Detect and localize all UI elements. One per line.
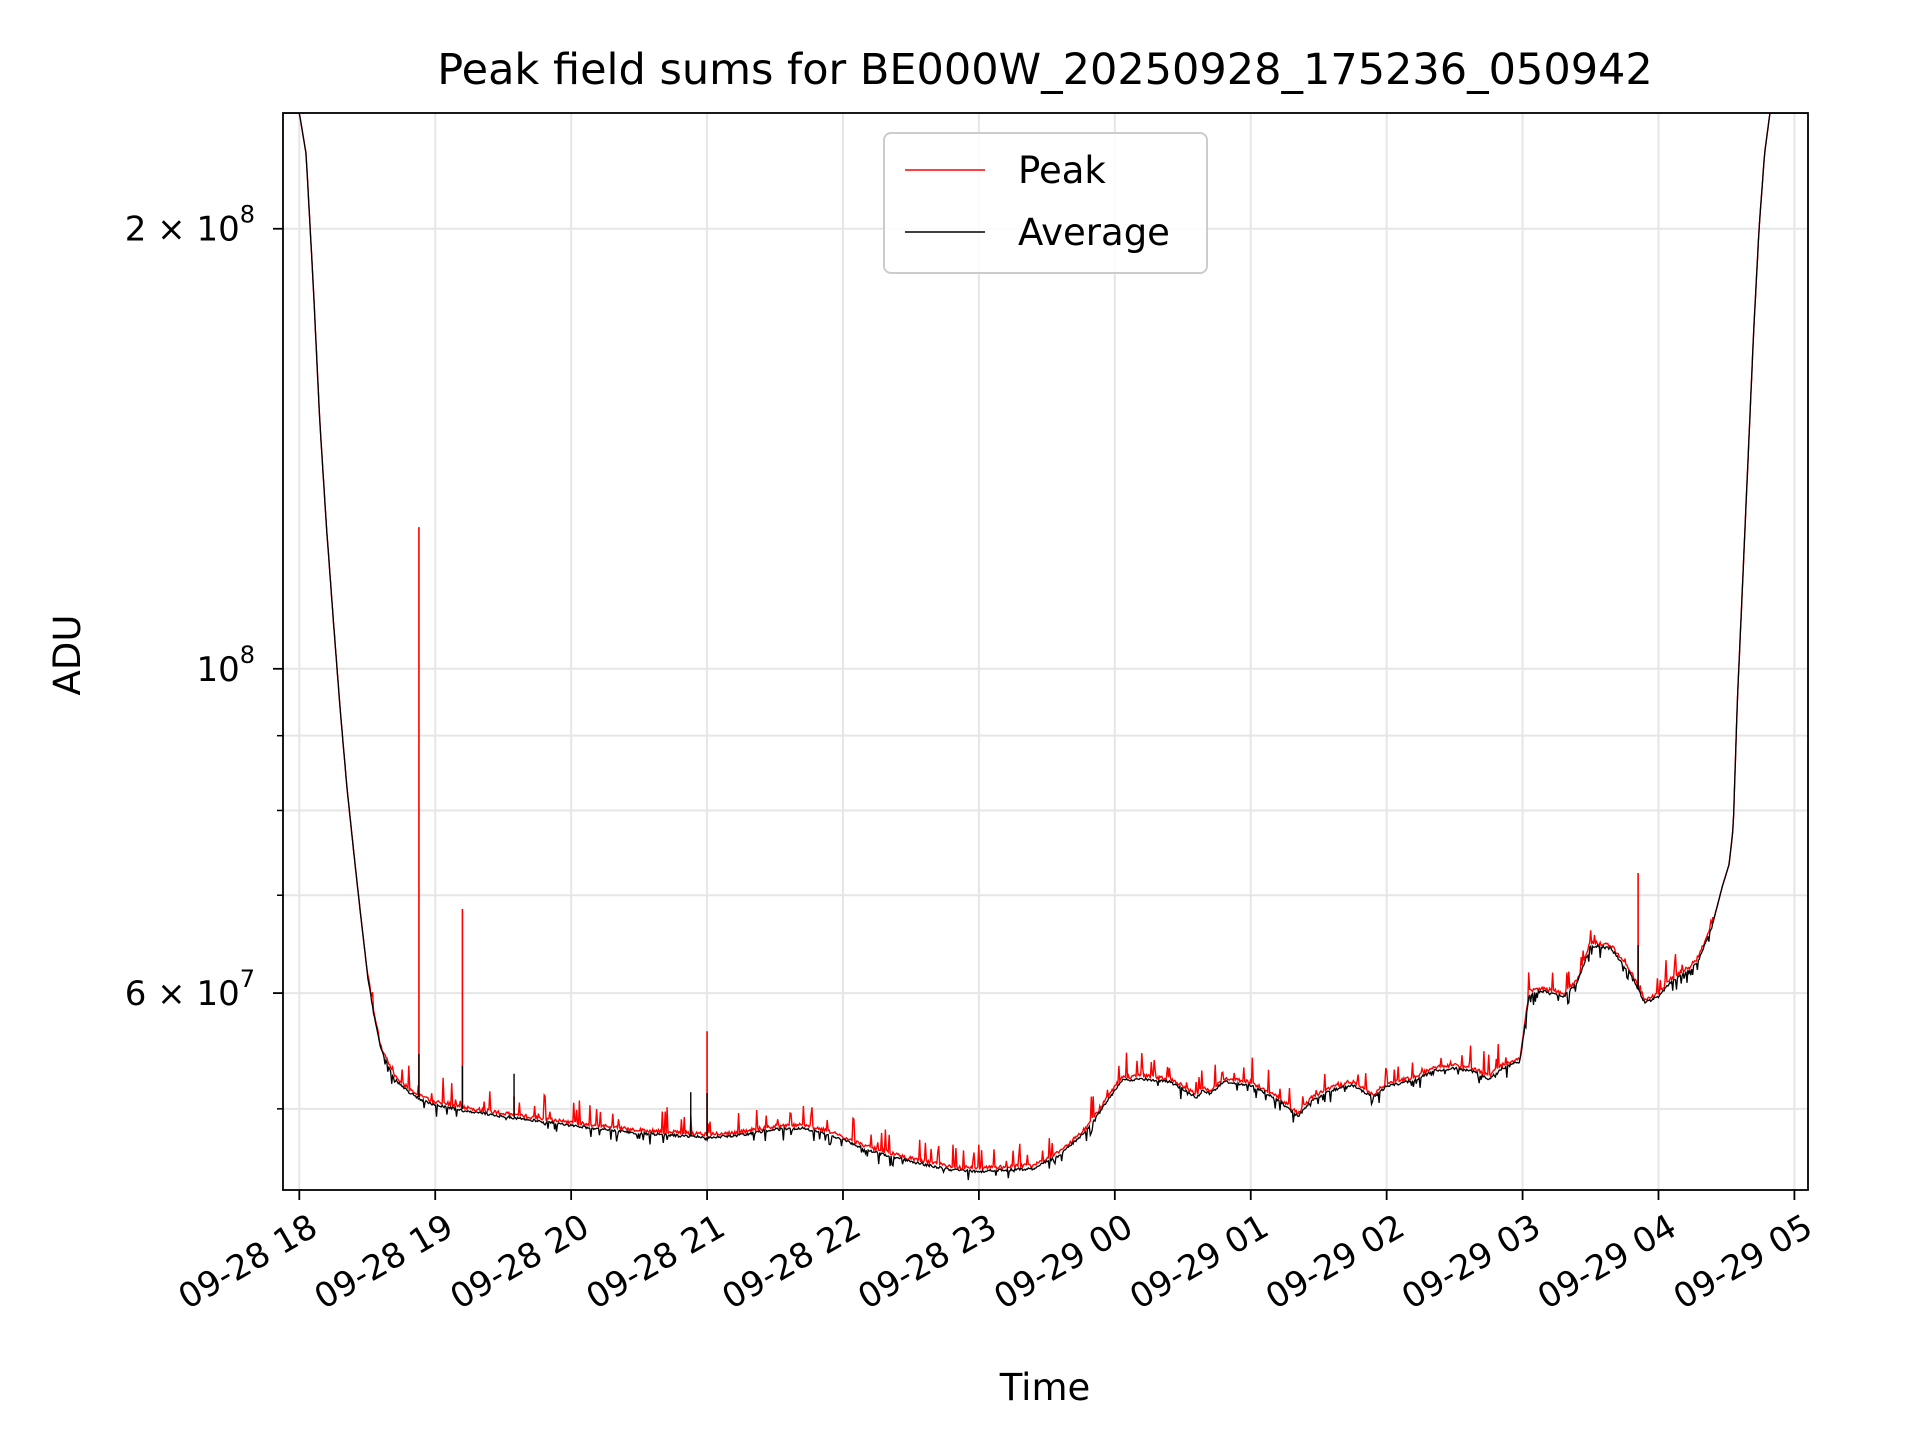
legend-average-label: Average <box>1018 211 1170 254</box>
y-tick-label: 6 × 107 <box>125 965 255 1014</box>
x-tick-label: 09-29 04 <box>1531 1207 1683 1318</box>
x-tick-label: 09-29 05 <box>1667 1207 1819 1318</box>
x-tick-label: 09-29 01 <box>1123 1207 1275 1318</box>
axes-frame <box>282 112 1809 1191</box>
average-series-line <box>283 113 1808 1181</box>
x-tick-label: 09-28 21 <box>580 1207 732 1318</box>
chart-title: Peak field sums for BE000W_20250928_1752… <box>437 45 1653 95</box>
series-layer <box>283 113 1808 1181</box>
x-tick-label: 09-29 00 <box>987 1207 1139 1318</box>
legend-peak-label: Peak <box>1018 149 1106 192</box>
y-tick-label: 108 <box>196 641 255 690</box>
grid-lines <box>283 113 1808 1190</box>
x-tick-label: 09-29 02 <box>1259 1207 1411 1318</box>
x-axis-label: Time <box>999 1366 1091 1409</box>
x-tick-label: 09-28 19 <box>308 1207 460 1318</box>
x-tick-label: 09-28 23 <box>851 1207 1003 1318</box>
x-tick-label: 09-29 03 <box>1395 1207 1547 1318</box>
x-tick-label: 09-28 20 <box>444 1207 596 1318</box>
legend: Peak Average <box>883 132 1208 274</box>
y-axis-label: ADU <box>46 615 89 696</box>
y-tick-label: 2 × 108 <box>125 201 255 250</box>
peak-series-line <box>283 113 1808 1171</box>
x-tick-label: 09-28 22 <box>715 1207 867 1318</box>
x-tick-label: 09-28 18 <box>172 1207 324 1318</box>
